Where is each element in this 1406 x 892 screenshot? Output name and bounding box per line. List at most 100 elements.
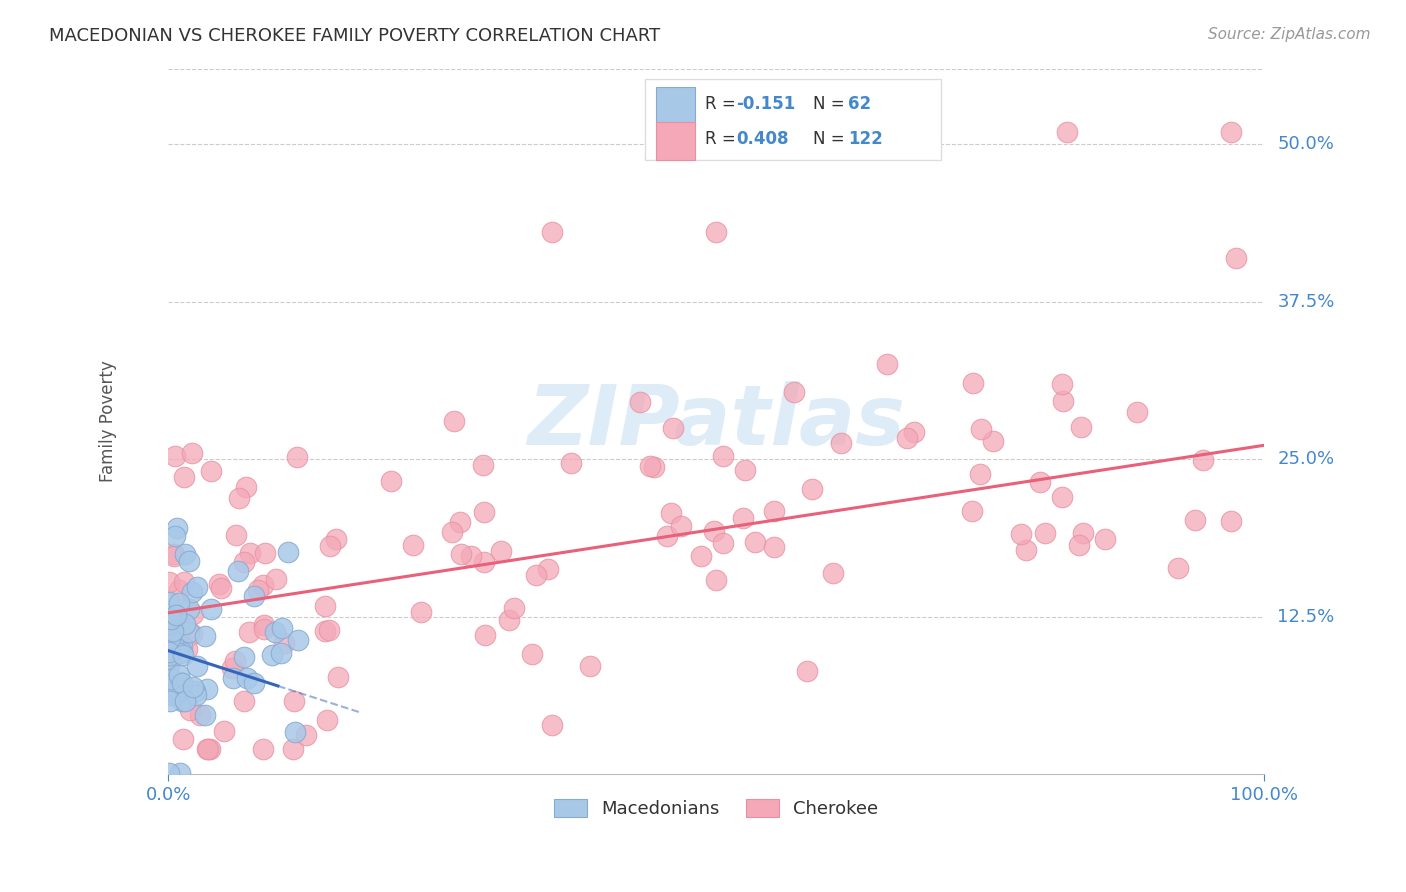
Point	[188, 707, 211, 722]
Point	[579, 658, 602, 673]
Point	[167, 668, 190, 682]
Text: Family Poverty: Family Poverty	[98, 360, 117, 483]
Point	[669, 519, 692, 533]
Point	[180, 627, 202, 641]
Text: 50.0%: 50.0%	[1278, 135, 1334, 153]
Point	[173, 574, 195, 589]
Point	[380, 474, 402, 488]
Text: 25.0%: 25.0%	[1278, 450, 1334, 468]
Point	[225, 528, 247, 542]
Point	[443, 414, 465, 428]
Point	[166, 684, 188, 698]
Point	[183, 680, 205, 694]
Point	[782, 385, 804, 400]
Point	[283, 694, 305, 708]
Point	[294, 728, 316, 742]
Point	[172, 645, 194, 659]
Text: N =: N =	[813, 130, 849, 148]
Point	[184, 688, 207, 702]
Point	[276, 545, 298, 559]
Point	[162, 625, 184, 640]
Point	[969, 467, 991, 481]
Point	[260, 648, 283, 663]
Point	[163, 614, 186, 628]
Point	[181, 607, 204, 622]
Point	[238, 625, 260, 640]
Point	[314, 624, 336, 639]
Point	[209, 581, 232, 595]
Point	[157, 617, 180, 632]
Point	[474, 628, 496, 642]
Point	[162, 631, 184, 645]
Text: -0.151: -0.151	[735, 95, 796, 112]
Point	[177, 624, 200, 639]
Point	[183, 684, 205, 698]
Point	[1050, 490, 1073, 504]
Point	[157, 629, 180, 643]
Point	[1125, 405, 1147, 419]
Point	[711, 449, 734, 463]
Point	[159, 612, 181, 626]
Point	[235, 480, 257, 494]
Point	[186, 580, 208, 594]
Point	[157, 595, 180, 609]
Point	[537, 562, 560, 576]
Point	[186, 658, 208, 673]
Point	[193, 629, 215, 643]
Point	[195, 742, 218, 756]
Point	[176, 641, 198, 656]
Point	[172, 694, 194, 708]
Point	[179, 703, 201, 717]
Point	[526, 568, 548, 582]
Point	[472, 555, 495, 569]
Point	[264, 625, 287, 640]
Point	[1033, 525, 1056, 540]
Point	[253, 622, 276, 636]
Point	[222, 671, 245, 685]
Point	[460, 549, 482, 563]
Point	[643, 460, 665, 475]
Point	[165, 680, 187, 694]
Text: 122: 122	[848, 130, 883, 148]
Point	[704, 573, 727, 587]
Point	[520, 647, 543, 661]
Point	[159, 631, 181, 645]
Point	[762, 504, 785, 518]
Point	[173, 547, 195, 561]
Text: 37.5%: 37.5%	[1278, 293, 1334, 310]
Point	[167, 646, 190, 660]
Point	[195, 682, 218, 697]
Point	[224, 654, 246, 668]
Point	[1056, 124, 1078, 138]
Point	[449, 515, 471, 529]
Point	[1225, 251, 1247, 265]
Point	[703, 524, 725, 538]
FancyBboxPatch shape	[657, 122, 696, 160]
Point	[212, 723, 235, 738]
Point	[177, 602, 200, 616]
Text: 62: 62	[848, 95, 870, 112]
Text: N =: N =	[813, 95, 849, 112]
Point	[169, 675, 191, 690]
Point	[830, 436, 852, 450]
Point	[163, 549, 186, 563]
Point	[194, 708, 217, 723]
Point	[159, 648, 181, 662]
Point	[172, 676, 194, 690]
Point	[560, 456, 582, 470]
Point	[1010, 526, 1032, 541]
Point	[876, 358, 898, 372]
Text: MACEDONIAN VS CHEROKEE FAMILY POVERTY CORRELATION CHART: MACEDONIAN VS CHEROKEE FAMILY POVERTY CO…	[49, 27, 661, 45]
Point	[172, 648, 194, 662]
Point	[174, 616, 197, 631]
Point	[801, 483, 824, 497]
Point	[284, 725, 307, 739]
Point	[498, 613, 520, 627]
Point	[163, 547, 186, 561]
Legend: Macedonians, Cherokee: Macedonians, Cherokee	[547, 791, 886, 825]
Point	[233, 650, 256, 665]
Point	[285, 450, 308, 464]
Point	[157, 765, 180, 780]
Point	[541, 717, 564, 731]
Point	[1167, 561, 1189, 575]
